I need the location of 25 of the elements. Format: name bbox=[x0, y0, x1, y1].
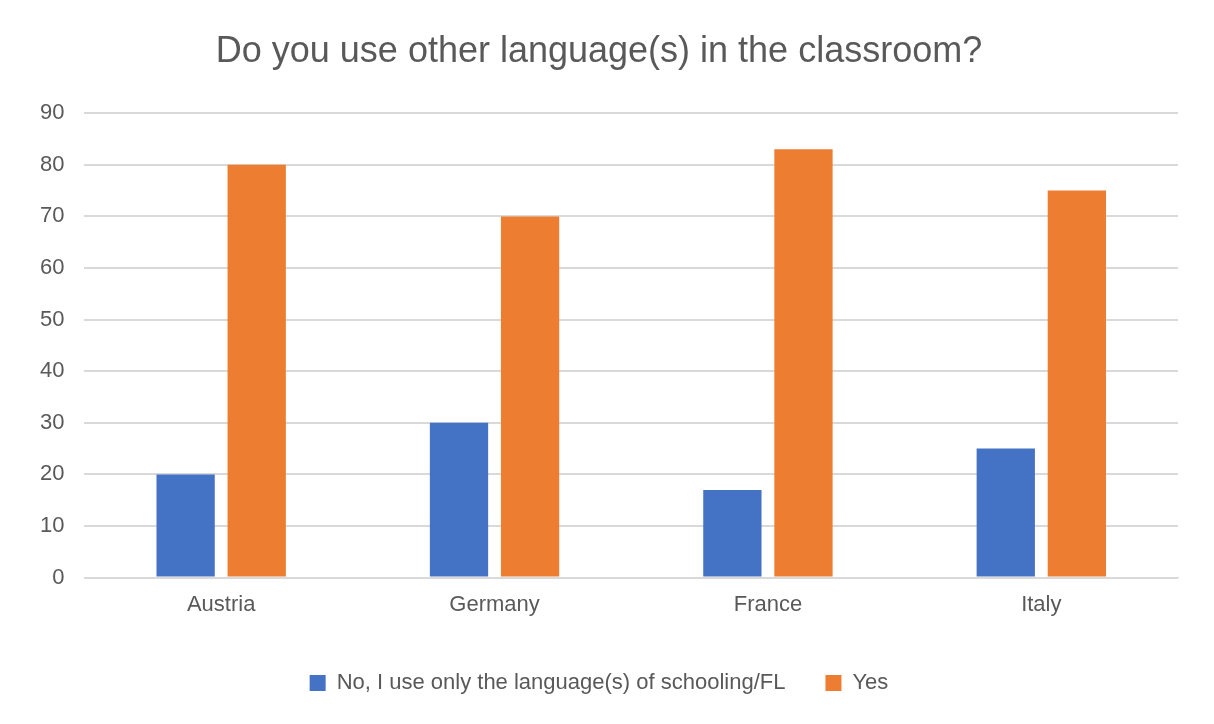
y-tick-label: 20 bbox=[39, 460, 65, 486]
legend-label: No, I use only the language(s) of schooling/FL bbox=[336, 669, 786, 695]
x-tick-label: Germany bbox=[449, 590, 540, 616]
y-tick-label: 70 bbox=[39, 202, 65, 228]
y-tick-label: 60 bbox=[39, 254, 65, 280]
y-tick-label: 0 bbox=[52, 563, 65, 589]
bar bbox=[500, 216, 560, 577]
bar bbox=[976, 448, 1035, 577]
bar bbox=[156, 474, 215, 577]
bar bbox=[703, 489, 762, 577]
y-tick-label: 80 bbox=[39, 150, 65, 176]
x-tick-label: France bbox=[733, 590, 803, 616]
chart-title: Do you use other language(s) in the classroom? bbox=[215, 28, 983, 70]
bar bbox=[227, 164, 286, 577]
y-tick-label: 10 bbox=[39, 512, 65, 538]
x-tick-label: Italy bbox=[1021, 590, 1062, 616]
bar bbox=[429, 422, 489, 577]
legend-label: Yes bbox=[852, 669, 889, 695]
y-tick-label: 40 bbox=[39, 357, 65, 383]
y-tick-label: 30 bbox=[39, 408, 65, 434]
x-tick-label: Austria bbox=[186, 590, 257, 616]
bar bbox=[774, 149, 833, 577]
y-tick-label: 90 bbox=[39, 99, 65, 125]
y-tick-label: 50 bbox=[39, 305, 65, 331]
bar bbox=[1047, 190, 1106, 577]
